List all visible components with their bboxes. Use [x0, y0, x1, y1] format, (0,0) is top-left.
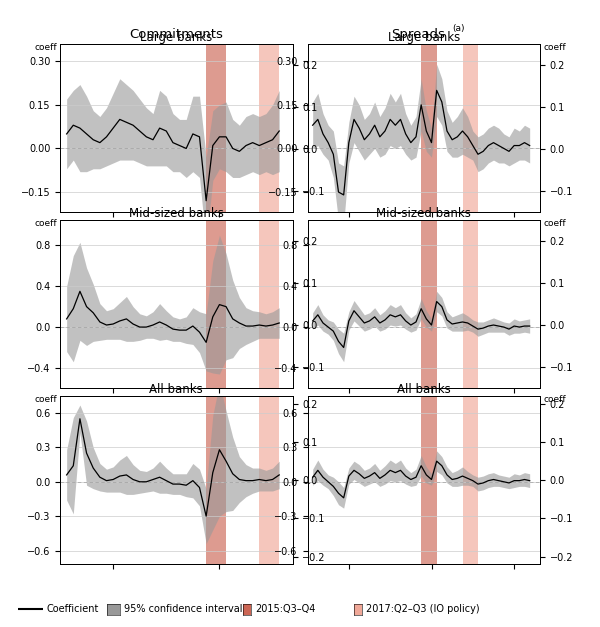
Bar	[206, 396, 226, 564]
Bar	[259, 44, 279, 213]
Text: (a): (a)	[452, 24, 465, 33]
Title: All banks: All banks	[149, 383, 203, 396]
Bar	[463, 220, 478, 388]
Title: Large banks: Large banks	[388, 31, 460, 44]
Text: coeff: coeff	[34, 43, 57, 51]
Bar	[421, 220, 437, 388]
Bar	[259, 396, 279, 564]
Text: coeff: coeff	[34, 394, 57, 404]
Title: Mid-sized banks: Mid-sized banks	[376, 207, 471, 220]
Text: Coefficient: Coefficient	[46, 604, 98, 614]
Title: Large banks: Large banks	[140, 31, 212, 44]
Title: Mid-sized banks: Mid-sized banks	[129, 207, 224, 220]
Bar	[463, 396, 478, 564]
Bar	[206, 220, 226, 388]
Bar	[421, 396, 437, 564]
Bar	[421, 44, 437, 213]
Bar	[206, 44, 226, 213]
Text: Commitments: Commitments	[130, 28, 223, 41]
Text: 2017:Q2–Q3 (IO policy): 2017:Q2–Q3 (IO policy)	[366, 604, 479, 614]
Bar	[463, 44, 478, 213]
Text: Spreads: Spreads	[391, 28, 445, 41]
Text: 2015:Q3–Q4: 2015:Q3–Q4	[255, 604, 316, 614]
Text: 95% confidence interval: 95% confidence interval	[124, 604, 242, 614]
Text: coeff: coeff	[543, 394, 566, 404]
Text: coeff: coeff	[34, 219, 57, 228]
Text: coeff: coeff	[543, 43, 566, 51]
Text: coeff: coeff	[543, 219, 566, 228]
Bar	[259, 220, 279, 388]
Title: All banks: All banks	[397, 383, 451, 396]
